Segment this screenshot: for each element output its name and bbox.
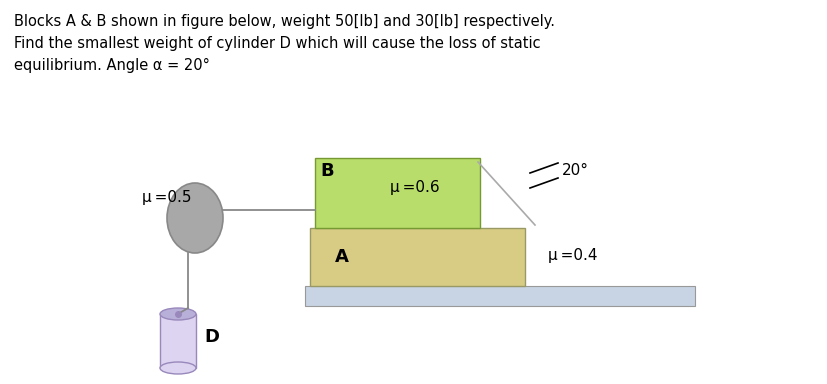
Bar bbox=[314, 158, 480, 228]
Ellipse shape bbox=[167, 183, 222, 253]
Text: μ =0.4: μ =0.4 bbox=[547, 248, 597, 263]
Bar bbox=[309, 228, 524, 286]
Text: equilibrium. Angle α = 20°: equilibrium. Angle α = 20° bbox=[14, 58, 209, 73]
Text: Find the smallest weight of cylinder D which will cause the loss of static: Find the smallest weight of cylinder D w… bbox=[14, 36, 540, 51]
Text: A: A bbox=[335, 248, 348, 266]
Text: Blocks A & B shown in figure below, weight 50[lb] and 30[lb] respectively.: Blocks A & B shown in figure below, weig… bbox=[14, 14, 554, 29]
Text: μ =0.6: μ =0.6 bbox=[390, 180, 439, 195]
Text: 20°: 20° bbox=[562, 163, 588, 178]
Bar bbox=[304, 286, 694, 306]
Text: D: D bbox=[203, 328, 218, 346]
Ellipse shape bbox=[160, 308, 196, 320]
Ellipse shape bbox=[160, 362, 196, 374]
Bar bbox=[160, 314, 196, 368]
Text: μ =0.5: μ =0.5 bbox=[141, 190, 191, 205]
Text: B: B bbox=[319, 162, 333, 180]
